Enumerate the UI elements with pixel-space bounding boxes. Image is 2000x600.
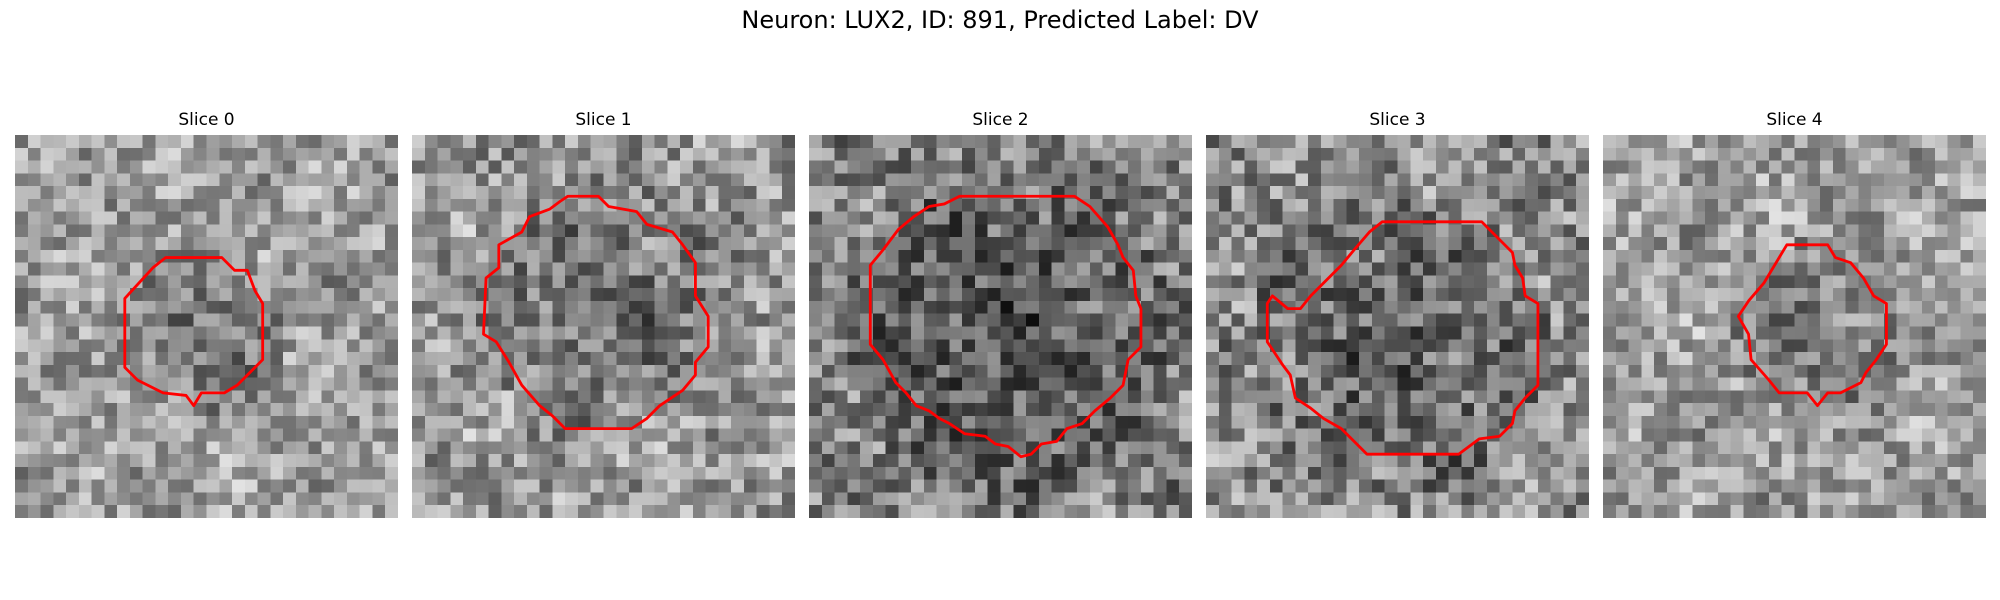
slice-image-1 (412, 135, 795, 518)
slice-image-4 (1603, 135, 1986, 518)
neuron-contour-0 (123, 256, 265, 408)
slice-image-3 (1206, 135, 1589, 518)
slice-title-0: Slice 0 (178, 110, 235, 130)
slice-panel-1: Slice 1 (412, 108, 795, 518)
slice-panel-4: Slice 4 (1603, 108, 1986, 518)
slice-image-0 (15, 135, 398, 518)
slice-image-2 (809, 135, 1192, 518)
neuron-contour-1 (482, 194, 710, 431)
slice-title-1: Slice 1 (575, 110, 632, 130)
neuron-contour-2 (868, 194, 1143, 459)
slice-title-3: Slice 3 (1369, 110, 1426, 130)
neuron-contour-3 (1265, 220, 1540, 456)
slice-title-2: Slice 2 (972, 110, 1029, 130)
figure-title: Neuron: LUX2, ID: 891, Predicted Label: … (741, 6, 1259, 34)
slice-panel-3: Slice 3 (1206, 108, 1589, 518)
slice-panel-0: Slice 0 (15, 108, 398, 518)
slice-panel-2: Slice 2 (809, 108, 1192, 518)
slice-title-4: Slice 4 (1766, 110, 1823, 130)
neuron-contour-4 (1736, 243, 1888, 408)
